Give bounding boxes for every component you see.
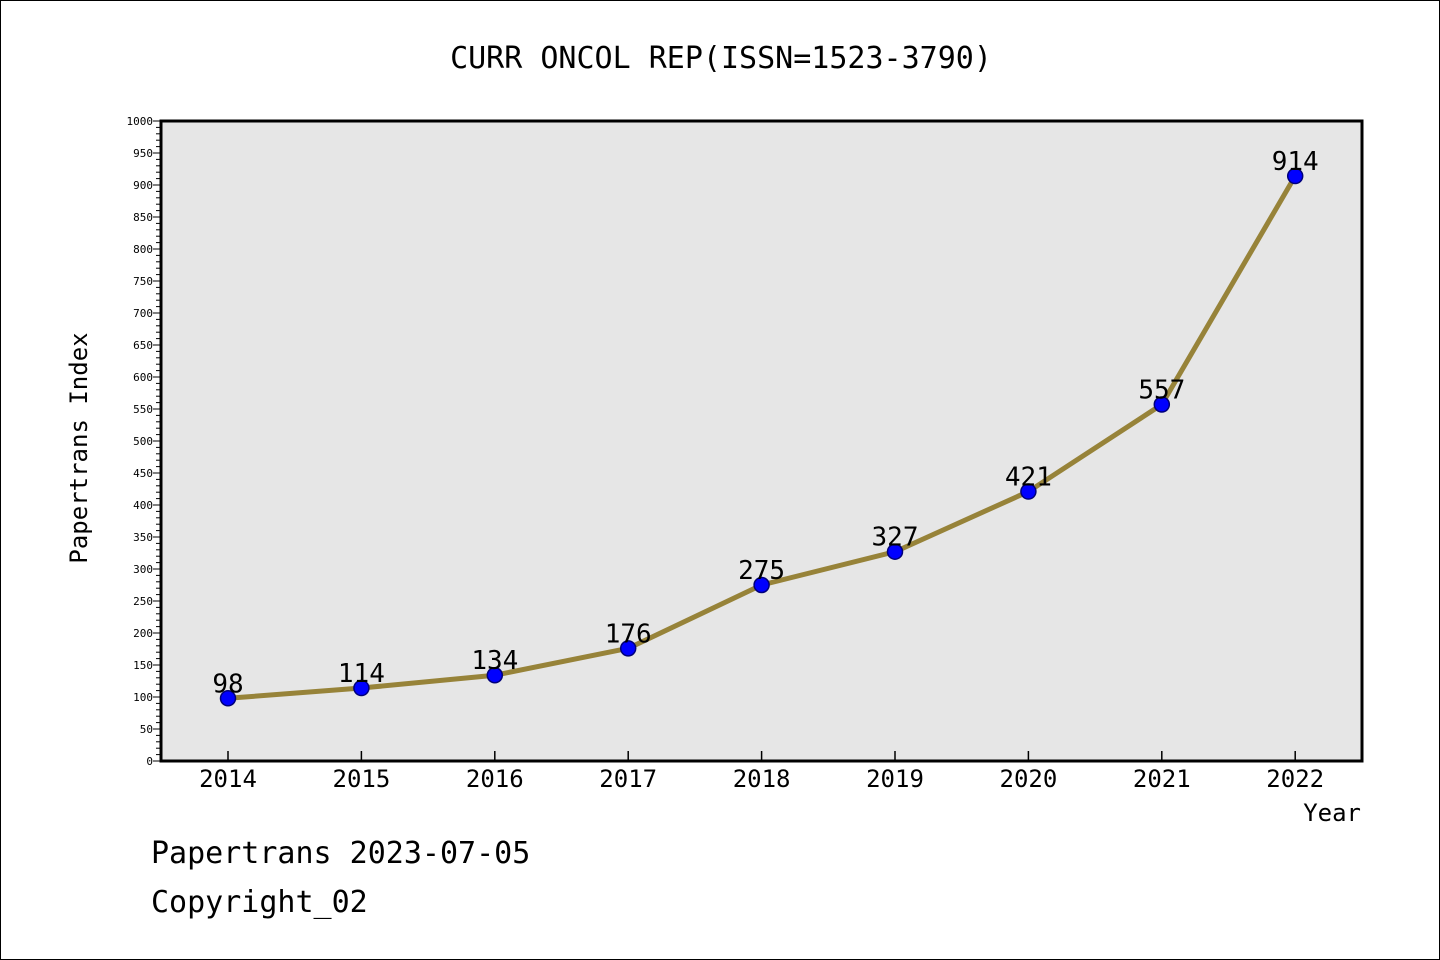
y-tick-label: 350 <box>133 531 153 544</box>
y-tick-label: 450 <box>133 467 153 480</box>
y-tick-label: 250 <box>133 595 153 608</box>
x-tick-label: 2019 <box>866 765 924 793</box>
data-point <box>353 679 370 697</box>
data-label: 114 <box>338 659 385 689</box>
y-axis-label: Papertrans Index <box>65 332 93 563</box>
data-point <box>619 640 637 657</box>
data-point <box>1020 483 1037 500</box>
data-label: 421 <box>1005 463 1052 493</box>
data-label: 275 <box>738 556 785 586</box>
y-tick-label: 900 <box>133 179 153 192</box>
data-point <box>219 690 237 707</box>
data-label: 176 <box>605 619 652 649</box>
data-label: 557 <box>1138 376 1185 406</box>
series-layer: 98 114 134 176 275 327 421 557 914 <box>212 147 1319 707</box>
x-axis-label: Year <box>1303 799 1361 827</box>
y-tick-label: 850 <box>133 211 153 224</box>
chart-title: CURR ONCOL REP(ISSN=1523-3790) <box>450 41 992 76</box>
data-label: 327 <box>872 523 919 553</box>
data-point <box>1286 167 1304 185</box>
x-tick-label: 2015 <box>333 765 391 793</box>
y-tick-label: 800 <box>133 243 153 256</box>
y-tick-label: 100 <box>133 691 153 704</box>
plot-area <box>159 119 1364 763</box>
x-tick-label: 2014 <box>199 765 257 793</box>
footer-date: Papertrans 2023-07-05 <box>151 836 531 871</box>
y-tick-label: 50 <box>140 723 153 736</box>
y-tick-label: 200 <box>133 627 153 640</box>
footer-copyright: Copyright_02 <box>151 885 368 920</box>
data-point <box>1153 396 1171 413</box>
data-point <box>486 666 504 684</box>
y-axis: 0 50 100 150 200 250 300 350 400 450 500 550 600 650 7… <box>127 115 161 768</box>
data-point <box>753 576 770 594</box>
x-tick-label: 2020 <box>1000 765 1058 793</box>
y-tick-label: 600 <box>133 371 153 384</box>
y-tick-label: 300 <box>133 563 153 576</box>
x-tick-label: 2017 <box>599 765 657 793</box>
y-tick-label: 0 <box>146 755 153 768</box>
data-point <box>886 543 904 560</box>
y-tick-label: 500 <box>133 435 153 448</box>
y-tick-label: 950 <box>133 147 153 160</box>
data-label: 134 <box>471 646 518 676</box>
x-tick-label: 2022 <box>1266 765 1324 793</box>
y-tick-label: 150 <box>133 659 153 672</box>
y-tick-label: 700 <box>133 307 153 320</box>
x-axis: 2014 2015 2016 2017 2018 2019 2020 2021 2022 <box>199 751 1324 793</box>
data-label: 98 <box>212 669 243 699</box>
y-tick-label: 550 <box>133 403 153 416</box>
x-tick-label: 2018 <box>733 765 791 793</box>
y-tick-label: 1000 <box>127 115 154 128</box>
x-tick-label: 2021 <box>1133 765 1191 793</box>
y-tick-label: 750 <box>133 275 153 288</box>
x-tick-label: 2016 <box>466 765 524 793</box>
y-tick-label: 400 <box>133 499 153 512</box>
data-label: 914 <box>1272 147 1319 177</box>
y-tick-label: 650 <box>133 339 153 352</box>
